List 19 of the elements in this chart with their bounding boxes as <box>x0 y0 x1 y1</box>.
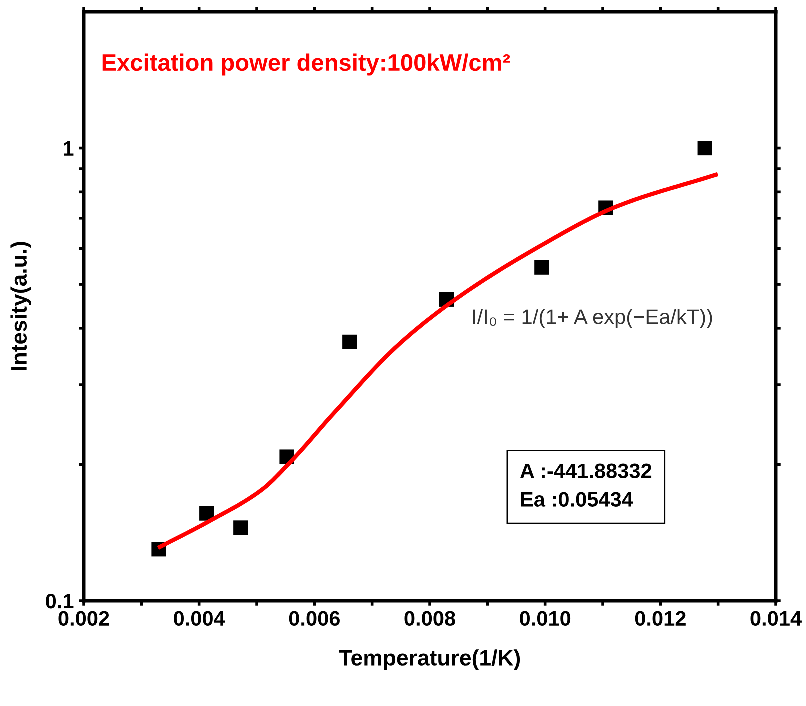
y-axis-title: Intesity(a.u.) <box>10 242 32 370</box>
x-tick-label: 0.006 <box>289 611 340 626</box>
point <box>200 506 214 521</box>
point <box>534 260 550 275</box>
point <box>234 520 248 536</box>
x-tick-label: 0.004 <box>174 611 226 626</box>
x-tick-label: 0.002 <box>58 611 110 626</box>
annotation: I/I₀ = 1/(1+ A exp(−Ea/kT)) <box>473 309 712 328</box>
x-tick-label: 0.014 <box>750 611 802 626</box>
point <box>698 141 712 156</box>
annotation: Excitation power density:100kW/cm² <box>102 54 510 76</box>
x-tick-label: 0.010 <box>520 611 571 626</box>
y-tick-label: 0.1 <box>46 594 74 609</box>
annotation: A :-441.88332 Ea :0.05434 <box>520 464 652 507</box>
x-axis-title: Temperature(1/K) <box>339 650 520 670</box>
x-tick-label: 0.008 <box>404 611 456 626</box>
y-tick-label: 1 <box>64 142 74 156</box>
point <box>342 334 358 350</box>
x-tick-label: 0.012 <box>635 611 686 626</box>
